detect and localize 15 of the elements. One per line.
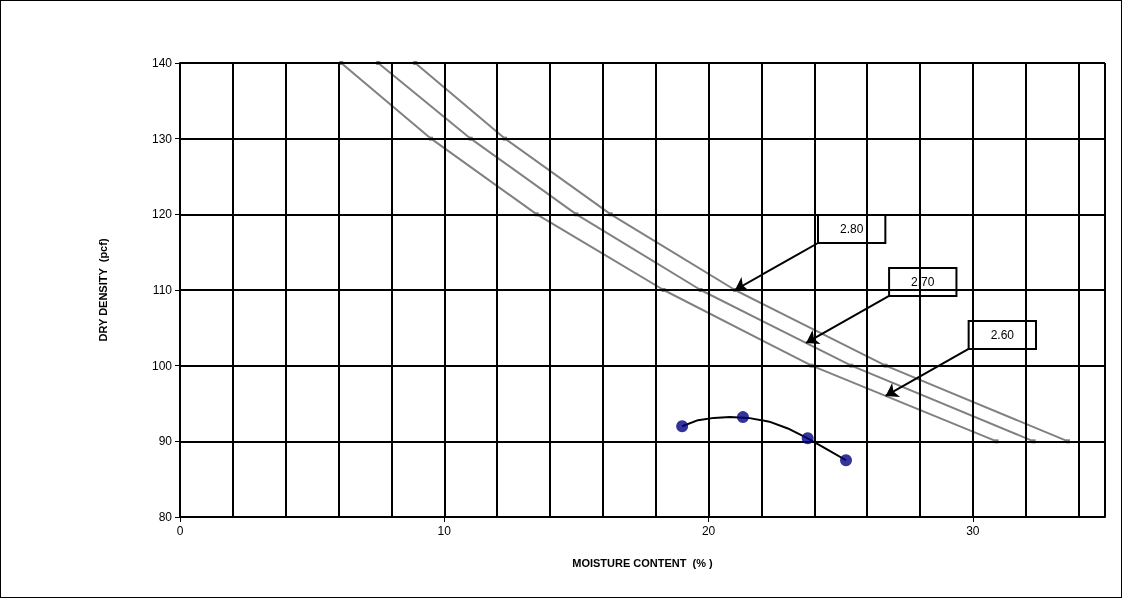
x-tick-label: 30 <box>966 524 980 538</box>
x-axis-title: MOISTURE CONTENT (% ) <box>572 556 714 569</box>
x-tick-label: 0 <box>176 524 184 538</box>
y-tick-label: 110 <box>152 283 173 297</box>
y-axis-title: DRY DENSITY (pcf) <box>96 238 109 342</box>
x-tick-label: 10 <box>437 524 452 538</box>
y-tick-label: 80 <box>158 510 173 524</box>
y-tick-label: 120 <box>151 207 173 222</box>
annotation: 2.80 <box>840 222 864 236</box>
y-tick-label: 100 <box>151 358 173 373</box>
y-tick-label: 90 <box>158 434 173 449</box>
x-tick-label: 20 <box>701 524 716 538</box>
y-tick-label: 140 <box>151 56 173 70</box>
y-tick-label: 130 <box>151 131 173 146</box>
annotation: 2.60 <box>990 327 1015 342</box>
